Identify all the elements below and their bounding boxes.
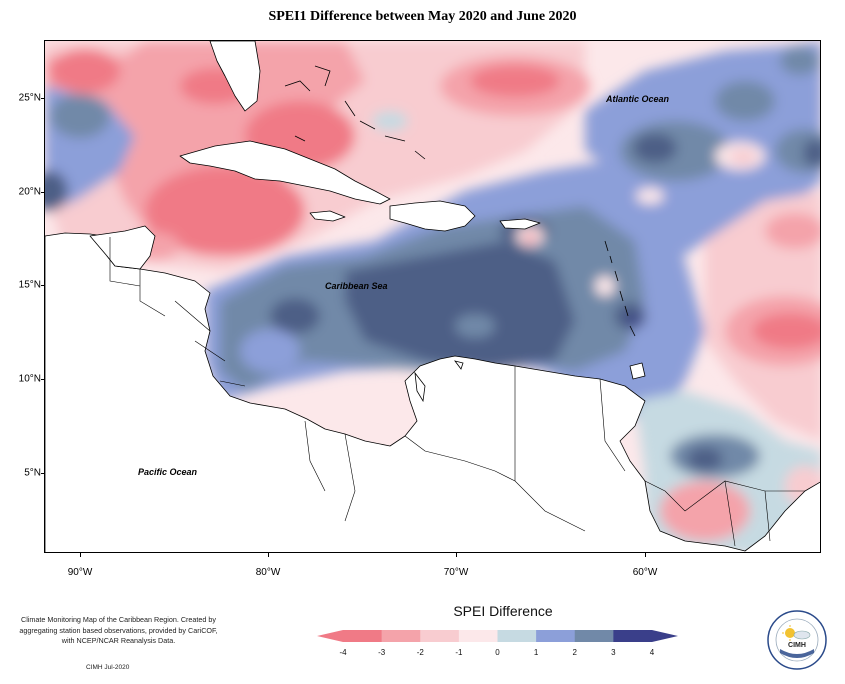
lat-label-5n: 5°N [24,467,41,479]
lon-label-80w: 80°W [255,567,281,578]
legend-tick-label: 3 [611,648,616,657]
legend-swatch [536,630,576,642]
legend-tick-label: -1 [455,648,463,657]
legend-tick-label: 0 [495,648,500,657]
legend-swatch [420,630,460,642]
legend-tick-label: -3 [378,648,386,657]
atlantic-ocean-label: Atlantic Ocean [606,94,670,104]
pacific-ocean-label: Pacific Ocean [138,467,198,477]
island-outlines [284,65,636,403]
country-borders [109,237,805,547]
lat-label-10n: 10°N [18,373,41,385]
cimh-logo: CIMH [766,609,828,671]
lon-tick [268,553,269,557]
lon-label-60w: 60°W [632,567,658,578]
sun-cloud-icon [782,625,811,641]
legend-colorbar [315,626,685,651]
lon-tick [645,553,646,557]
footer-note: Climate Monitoring Map of the Caribbean … [19,615,218,645]
lat-label-20n: 20°N [18,186,41,198]
lon-label-70w: 70°W [443,567,469,578]
legend-swatch [381,630,421,642]
lon-tick [456,553,457,557]
logo-text: CIMH [788,642,806,649]
lat-tick [41,285,44,286]
legend-arrow-low [317,630,343,642]
land-masses [45,41,820,552]
legend-arrow-high [613,630,678,642]
lon-tick [80,553,81,557]
spei-map [45,41,820,552]
map-panel [44,40,821,553]
legend-swatch [458,630,498,642]
lat-label-15n: 15°N [18,279,41,291]
lat-tick [41,98,44,99]
lat-tick [41,473,44,474]
legend-title: SPEI Difference [453,603,553,619]
lat-label-25n: 25°N [18,92,41,104]
lon-label-90w: 90°W [67,567,93,578]
legend-swatch [343,630,383,642]
footer-date: CIMH Jul-2020 [86,664,130,671]
legend-tick-label: 4 [649,648,655,657]
caribbean-sea-label: Caribbean Sea [325,281,388,291]
legend-tick-label: 1 [533,648,539,657]
lat-tick [41,192,44,193]
legend-tick-label: -2 [416,648,424,657]
legend-swatch [574,630,614,642]
legend-tick-label: 2 [572,648,577,657]
map-title: SPEI1 Difference between May 2020 and Ju… [268,9,577,24]
lat-tick [41,379,44,380]
legend-swatch [497,630,537,642]
legend-tick-label: -4 [339,648,347,657]
